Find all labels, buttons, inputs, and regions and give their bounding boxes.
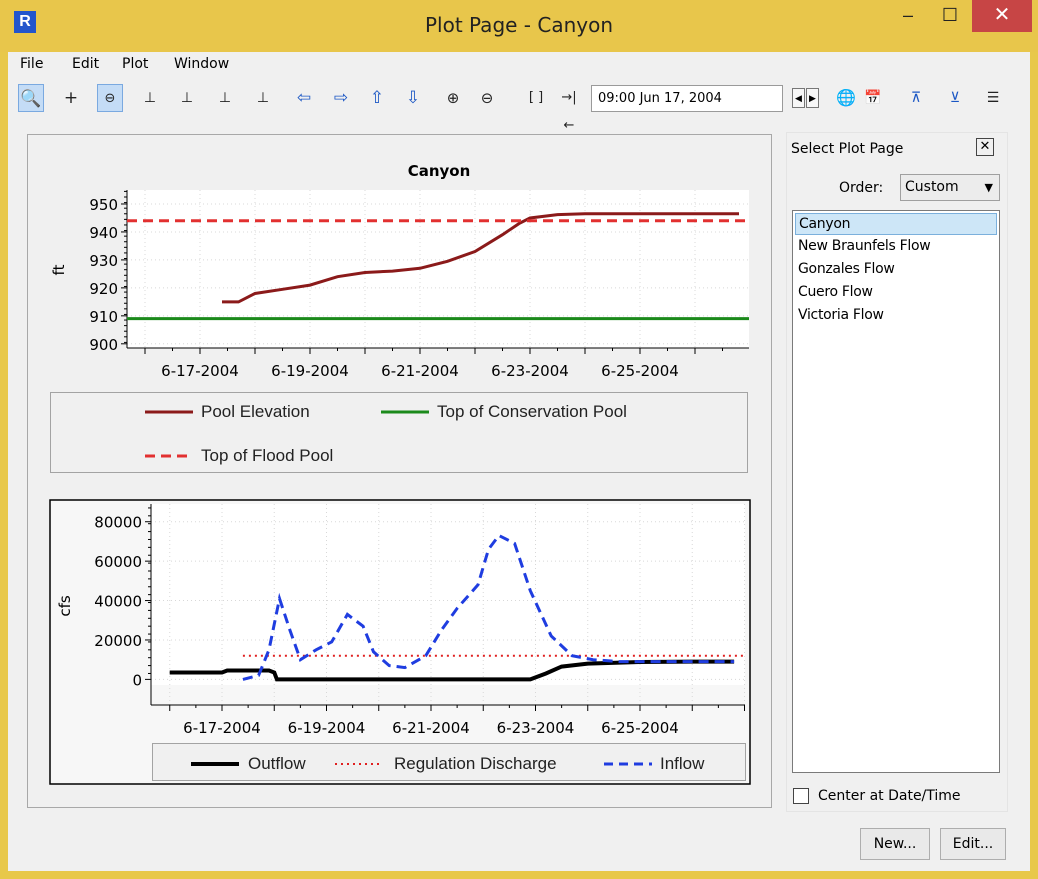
series-line xyxy=(242,533,735,681)
y-tick-label: 940 xyxy=(89,224,118,242)
axis-both-icon[interactable]: ⊥ xyxy=(143,90,157,106)
axis-scale-icon[interactable]: ⊥ xyxy=(256,90,270,106)
x-tick-label: 6-17-2004 xyxy=(183,719,261,737)
crosshair-tool-icon[interactable]: + xyxy=(63,88,79,108)
maximize-button[interactable]: ☐ xyxy=(941,5,959,25)
legend-outflow-swatch xyxy=(191,762,239,766)
x-tick-label: 6-17-2004 xyxy=(161,362,239,380)
close-panel-icon[interactable]: ✕ xyxy=(976,138,994,156)
y-tick-label: 900 xyxy=(89,336,118,354)
legend-conservation: Top of Conservation Pool xyxy=(437,402,627,421)
plot-area-top xyxy=(127,190,749,348)
legend-inflow: Inflow xyxy=(660,754,705,773)
x-tick-label: 6-23-2004 xyxy=(497,719,575,737)
y-tick-label: 20000 xyxy=(94,632,142,650)
order-label: Order: xyxy=(839,180,884,196)
series-line xyxy=(222,212,739,304)
series-bottom xyxy=(169,533,745,682)
menu-bar xyxy=(8,52,1030,74)
zoom-tool-icon[interactable]: 🔍 xyxy=(18,84,44,112)
plot-page-list[interactable]: Canyon New Braunfels Flow Gonzales Flow … xyxy=(792,210,1000,773)
legend-bottom xyxy=(152,743,746,781)
legend-regulation: Regulation Discharge xyxy=(394,754,557,773)
legend-flood-swatch xyxy=(145,454,193,458)
align-top-icon[interactable]: ⊼ xyxy=(910,90,922,106)
plot-page-item[interactable]: Canyon xyxy=(795,213,997,235)
pan-down-icon[interactable]: ⇩ xyxy=(405,88,421,108)
y-axis-label-bottom: cfs xyxy=(56,595,74,617)
legend-conservation-swatch xyxy=(381,410,429,414)
plot-page-item[interactable]: New Braunfels Flow xyxy=(798,238,931,254)
pan-up-icon[interactable]: ⇧ xyxy=(369,88,385,108)
plot-page-panel xyxy=(786,132,1008,812)
plot-page-item[interactable]: Gonzales Flow xyxy=(798,261,895,277)
select-plot-page-label: Select Plot Page xyxy=(791,141,904,157)
align-bottom-icon[interactable]: ⊻ xyxy=(949,90,961,106)
legend-inflow-swatch xyxy=(604,762,652,766)
x-tick-label: 6-19-2004 xyxy=(288,719,366,737)
center-at-date-label: Center at Date/Time xyxy=(818,788,961,804)
y-tick-label: 60000 xyxy=(94,553,142,571)
order-select[interactable]: Custom ▼ xyxy=(900,174,1000,201)
x-tick-label: 6-23-2004 xyxy=(491,362,569,380)
riverware-icon: R xyxy=(14,11,36,33)
y-tick-label: 930 xyxy=(89,252,118,270)
legend-top xyxy=(50,392,748,473)
center-at-date-checkbox[interactable] xyxy=(793,788,809,804)
legend-regulation-swatch xyxy=(335,763,383,765)
y-axis-label-top: ft xyxy=(50,264,68,275)
chart-title: Canyon xyxy=(408,162,471,180)
zoom-in-icon[interactable]: ⊕ xyxy=(446,89,460,107)
menu-edit[interactable]: Edit xyxy=(72,56,100,72)
close-button[interactable]: ✕ xyxy=(972,0,1032,32)
zoom-out-icon[interactable]: ⊖ xyxy=(480,89,494,107)
ticks-bottom: 80000 60000 40000 20000 0 6-17-2004 6-19-2004 6… xyxy=(94,507,745,737)
ticks-top: 950 940 930 920 910 900 6-17-2004 6-19-2004 6-21… xyxy=(89,190,723,380)
x-tick-label: 6-21-2004 xyxy=(381,362,459,380)
y-tick-label: 80000 xyxy=(94,514,142,532)
chevron-down-icon: ▼ xyxy=(984,181,993,194)
plot-area-bottom xyxy=(151,504,745,685)
date-prev-button[interactable]: ◀ xyxy=(792,88,805,108)
x-tick-label: 6-25-2004 xyxy=(601,719,679,737)
plot-page-item[interactable]: Cuero Flow xyxy=(798,284,873,300)
legend-outflow: Outflow xyxy=(248,754,306,773)
new-button[interactable]: New... xyxy=(860,828,930,860)
order-value: Custom xyxy=(905,179,959,195)
calendar-icon[interactable]: 📅 xyxy=(864,90,882,106)
list-icon[interactable]: ☰ xyxy=(986,90,1000,106)
x-tick-label: 6-19-2004 xyxy=(271,362,349,380)
minimize-button[interactable]: – xyxy=(902,5,913,25)
legend-flood: Top of Flood Pool xyxy=(201,446,334,465)
legend-pool-elevation: Pool Elevation xyxy=(201,402,310,421)
y-tick-label: 920 xyxy=(89,280,118,298)
legend-pool-elevation-swatch xyxy=(145,410,193,414)
y-tick-label: 910 xyxy=(89,308,118,326)
center-time-icon[interactable]: →|← xyxy=(561,90,577,133)
y-tick-label: 950 xyxy=(89,196,118,214)
pan-left-icon[interactable]: ⇦ xyxy=(296,88,312,108)
window-title: Plot Page - Canyon xyxy=(424,13,614,37)
title-bar[interactable] xyxy=(0,0,1038,52)
axis-right-icon[interactable]: ⊥ xyxy=(218,90,232,106)
x-tick-label: 6-21-2004 xyxy=(392,719,470,737)
pan-right-icon[interactable]: ⇨ xyxy=(333,88,349,108)
edit-button[interactable]: Edit... xyxy=(940,828,1006,860)
globe-icon[interactable]: 🌐 xyxy=(836,88,856,107)
plot-page-item[interactable]: Victoria Flow xyxy=(798,307,884,323)
menu-window[interactable]: Window xyxy=(174,56,230,72)
fit-icon[interactable]: [ ] xyxy=(528,90,544,105)
x-tick-label: 6-25-2004 xyxy=(601,362,679,380)
axis-top-icon[interactable]: ⊥ xyxy=(180,90,194,106)
date-time-field[interactable]: 09:00 Jun 17, 2004 xyxy=(591,85,783,112)
y-tick-label: 40000 xyxy=(94,593,142,611)
menu-plot[interactable]: Plot xyxy=(122,56,149,72)
menu-file[interactable]: File xyxy=(20,56,44,72)
series-top xyxy=(127,212,749,321)
date-next-button[interactable]: ▶ xyxy=(806,88,819,108)
link-axes-icon[interactable]: ⊖ xyxy=(97,84,123,112)
y-tick-label: 0 xyxy=(132,671,142,689)
